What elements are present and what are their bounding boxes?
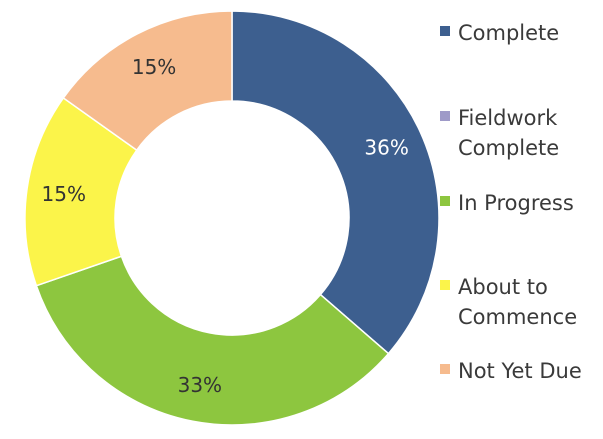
legend-label-fieldwork-complete: Fieldwork Complete (458, 106, 560, 160)
data-label-in-progress: 33% (178, 373, 222, 397)
legend-item-in-progress[interactable]: In Progress (440, 188, 574, 218)
legend-item-about-to-commence[interactable]: About to Commence (440, 272, 577, 332)
legend-label-in-progress: In Progress (458, 191, 574, 215)
legend-item-fieldwork-complete[interactable]: Fieldwork Complete (440, 103, 559, 163)
legend-label-not-yet-due: Not Yet Due (458, 359, 582, 383)
slice-complete[interactable] (231, 10, 440, 355)
legend-label-about-to-commence: About to Commence (458, 275, 578, 329)
slice-in-progress[interactable] (35, 255, 390, 426)
data-labels: 36% 33% 15% 15% (42, 55, 409, 397)
legend-swatch-about-to-commence (440, 280, 450, 290)
legend-swatch-fieldwork-complete (440, 111, 450, 121)
data-label-not-yet-due: 15% (132, 55, 176, 79)
legend-swatch-in-progress (440, 196, 450, 206)
data-label-complete: 36% (364, 135, 408, 159)
legend-swatch-not-yet-due (440, 364, 450, 374)
data-label-about-to-commence: 15% (42, 182, 86, 206)
slice-not-yet-due[interactable] (62, 10, 233, 152)
donut-slices (24, 10, 440, 426)
legend-item-not-yet-due[interactable]: Not Yet Due (440, 356, 582, 386)
legend-label-complete: Complete (458, 21, 560, 45)
legend-swatch-complete (440, 26, 450, 36)
legend-item-complete[interactable]: Complete (440, 18, 559, 48)
